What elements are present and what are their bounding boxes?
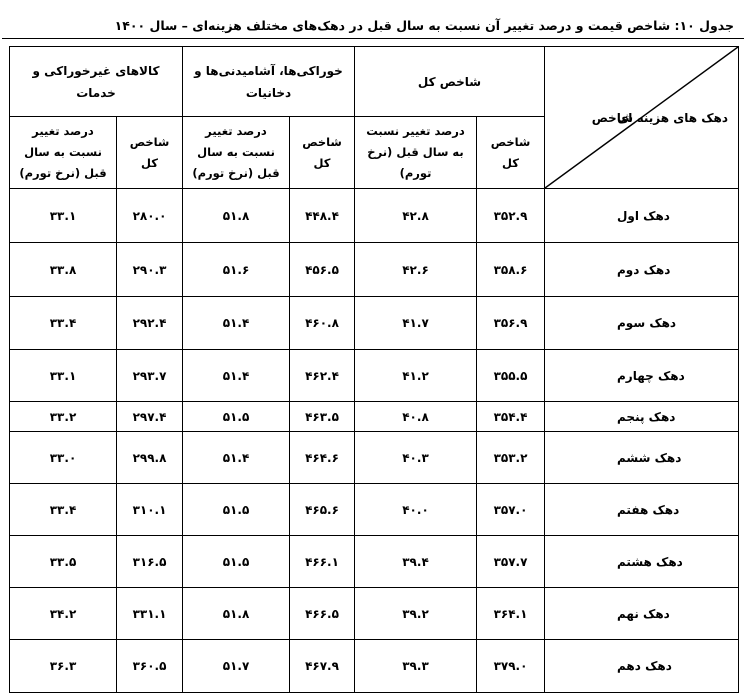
cell-nonfood-index: ۲۹۹.۸: [116, 431, 183, 484]
row-label: دهک ششم: [544, 431, 740, 484]
row-label: دهک هشتم: [544, 535, 740, 588]
row-label: دهک دوم: [544, 242, 740, 297]
row-label: دهک هفتم: [544, 483, 740, 536]
cell-food-index: ۴۴۸.۴: [289, 188, 355, 243]
cell-nonfood-index: ۳۳۱.۱: [116, 587, 183, 640]
cell-nonfood-index: ۲۹۰.۳: [116, 242, 183, 297]
cell-total-index: ۳۵۶.۹: [476, 296, 546, 350]
subheader-total-change: درصد تغییر نسبت به سال قبل (نرخ تورم): [353, 116, 478, 189]
cell-nonfood-change: ۳۳.۰: [9, 431, 117, 484]
cell-food-index: ۴۵۶.۵: [289, 242, 355, 297]
table-row: دهک نهم ۳۶۴.۱ ۳۹.۲ ۴۶۶.۵ ۵۱.۸ ۳۳۱.۱ ۳۴.۲: [9, 587, 740, 640]
corner-diagonal: [545, 47, 738, 188]
cell-nonfood-index: ۲۹۳.۷: [116, 349, 183, 402]
cell-food-index: ۴۶۲.۴: [289, 349, 355, 402]
cell-nonfood-index: ۲۹۷.۴: [116, 401, 183, 432]
cell-nonfood-change: ۳۳.۵: [9, 535, 117, 588]
corner-row-header: دهک های هزینه ای: [617, 111, 729, 125]
subheader-nonfood-index: شاخص کل: [116, 116, 183, 189]
cell-nonfood-change: ۳۳.۱: [9, 188, 117, 243]
group-header-nonfood: کالاهای غیرخوراکی و خدمات: [9, 46, 183, 117]
subheader-food-index: شاخص کل: [289, 116, 355, 189]
cell-food-index: ۴۶۶.۱: [289, 535, 355, 588]
cell-total-change: ۳۹.۲: [353, 587, 478, 640]
cell-food-change: ۵۱.۸: [182, 587, 290, 640]
cell-total-change: ۴۲.۸: [353, 188, 478, 243]
cell-food-change: ۵۱.۸: [182, 188, 290, 243]
table-row: دهک اول ۳۵۲.۹ ۴۲.۸ ۴۴۸.۴ ۵۱.۸ ۲۸۰.۰ ۳۳.۱: [9, 188, 740, 243]
row-label: دهک نهم: [544, 587, 740, 640]
row-label: دهک چهارم: [544, 349, 740, 402]
group-header-total: شاخص کل: [353, 46, 546, 117]
table-row: دهک سوم ۳۵۶.۹ ۴۱.۷ ۴۶۰.۸ ۵۱.۴ ۲۹۲.۴ ۳۳.۴: [9, 296, 740, 350]
row-label: دهک سوم: [544, 296, 740, 350]
cell-food-index: ۴۶۳.۵: [289, 401, 355, 432]
cell-total-change: ۳۹.۴: [353, 535, 478, 588]
caption-rule: [2, 38, 744, 39]
cell-food-index: ۴۶۴.۶: [289, 431, 355, 484]
cell-food-index: ۴۶۷.۹: [289, 639, 355, 693]
cell-total-index: ۳۵۳.۲: [476, 431, 546, 484]
cell-total-index: ۳۵۸.۶: [476, 242, 546, 297]
cell-total-change: ۴۲.۶: [353, 242, 478, 297]
row-label: دهک دهم: [544, 639, 740, 693]
cell-food-change: ۵۱.۵: [182, 483, 290, 536]
table-row: دهک هشتم ۳۵۷.۷ ۳۹.۴ ۴۶۶.۱ ۵۱.۵ ۳۱۶.۵ ۳۳.۵: [9, 535, 740, 588]
row-label: دهک اول: [544, 188, 740, 243]
table-caption: جدول ۱۰: شاخص قیمت و درصد تغییر آن نسبت …: [114, 18, 734, 33]
table-row: دهک هفتم ۳۵۷.۰ ۴۰.۰ ۴۶۵.۶ ۵۱.۵ ۳۱۰.۱ ۳۳.۴: [9, 483, 740, 536]
cell-total-index: ۳۵۷.۷: [476, 535, 546, 588]
cell-nonfood-change: ۳۳.۸: [9, 242, 117, 297]
table-row: دهک ششم ۳۵۳.۲ ۴۰.۳ ۴۶۴.۶ ۵۱.۴ ۲۹۹.۸ ۳۳.۰: [9, 431, 740, 484]
cell-nonfood-index: ۳۱۶.۵: [116, 535, 183, 588]
group-header-food: خوراکی‌ها، آشامیدنی‌ها و دخانیات: [182, 46, 355, 117]
cell-total-index: ۳۶۴.۱: [476, 587, 546, 640]
cell-total-index: ۳۵۲.۹: [476, 188, 546, 243]
inflation-deciles-table: دهک های هزینه ای شاخص شاخص کل خوراکی‌ها،…: [9, 46, 740, 693]
cell-food-index: ۴۶۶.۵: [289, 587, 355, 640]
cell-total-index: ۳۷۹.۰: [476, 639, 546, 693]
cell-nonfood-index: ۲۸۰.۰: [116, 188, 183, 243]
cell-nonfood-change: ۳۶.۳: [9, 639, 117, 693]
cell-nonfood-change: ۳۴.۲: [9, 587, 117, 640]
cell-nonfood-change: ۳۳.۴: [9, 483, 117, 536]
cell-nonfood-index: ۳۶۰.۵: [116, 639, 183, 693]
cell-total-change: ۴۱.۲: [353, 349, 478, 402]
corner-col-header: شاخص: [591, 111, 634, 125]
cell-food-change: ۵۱.۵: [182, 535, 290, 588]
cell-food-change: ۵۱.۴: [182, 431, 290, 484]
cell-total-change: ۴۰.۸: [353, 401, 478, 432]
cell-total-change: ۴۰.۰: [353, 483, 478, 536]
corner-header: دهک های هزینه ای شاخص: [544, 46, 740, 189]
table-row: دهک پنجم ۳۵۴.۴ ۴۰.۸ ۴۶۳.۵ ۵۱.۵ ۲۹۷.۴ ۳۳.۲: [9, 401, 740, 432]
cell-nonfood-index: ۳۱۰.۱: [116, 483, 183, 536]
cell-food-change: ۵۱.۴: [182, 296, 290, 350]
cell-total-change: ۳۹.۳: [353, 639, 478, 693]
table-row: دهک دهم ۳۷۹.۰ ۳۹.۳ ۴۶۷.۹ ۵۱.۷ ۳۶۰.۵ ۳۶.۳: [9, 639, 740, 693]
subheader-nonfood-change: درصد تغییر نسبت به سال قبل (نرخ تورم): [9, 116, 117, 189]
cell-food-change: ۵۱.۴: [182, 349, 290, 402]
subheader-total-index: شاخص کل: [476, 116, 546, 189]
cell-nonfood-change: ۳۳.۱: [9, 349, 117, 402]
cell-total-index: ۳۵۵.۵: [476, 349, 546, 402]
subheader-food-change: درصد تغییر نسبت به سال قبل (نرخ تورم): [182, 116, 290, 189]
cell-total-index: ۳۵۴.۴: [476, 401, 546, 432]
row-label: دهک پنجم: [544, 401, 740, 432]
cell-food-change: ۵۱.۵: [182, 401, 290, 432]
cell-total-change: ۴۰.۳: [353, 431, 478, 484]
cell-nonfood-index: ۲۹۲.۴: [116, 296, 183, 350]
cell-nonfood-change: ۳۳.۴: [9, 296, 117, 350]
cell-total-index: ۳۵۷.۰: [476, 483, 546, 536]
cell-total-change: ۴۱.۷: [353, 296, 478, 350]
table-row: دهک چهارم ۳۵۵.۵ ۴۱.۲ ۴۶۲.۴ ۵۱.۴ ۲۹۳.۷ ۳۳.۱: [9, 349, 740, 402]
cell-food-index: ۴۶۰.۸: [289, 296, 355, 350]
cell-food-change: ۵۱.۷: [182, 639, 290, 693]
cell-food-index: ۴۶۵.۶: [289, 483, 355, 536]
table-row: دهک دوم ۳۵۸.۶ ۴۲.۶ ۴۵۶.۵ ۵۱.۶ ۲۹۰.۳ ۳۳.۸: [9, 242, 740, 297]
cell-food-change: ۵۱.۶: [182, 242, 290, 297]
cell-nonfood-change: ۳۳.۲: [9, 401, 117, 432]
